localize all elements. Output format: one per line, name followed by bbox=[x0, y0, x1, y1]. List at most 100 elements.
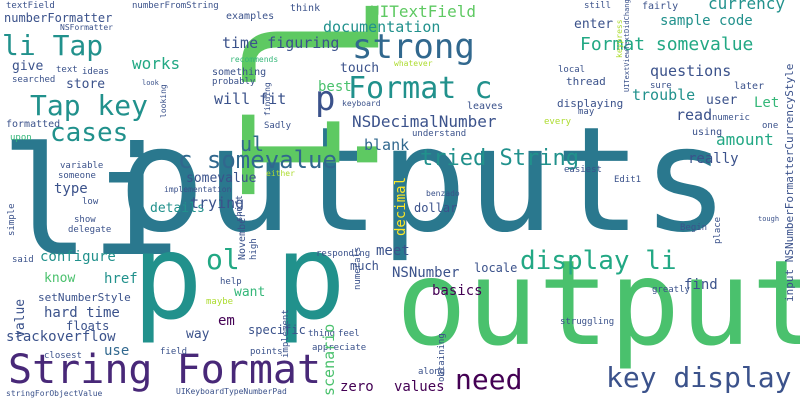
word-setnumberstyle: setNumberStyle bbox=[38, 291, 131, 304]
word-said: said bbox=[12, 255, 34, 265]
word-feel: feel bbox=[338, 329, 360, 339]
word-really: really bbox=[688, 151, 739, 167]
word-uikeyboardtypenumberpad: UIKeyboardTypeNumberPad bbox=[176, 387, 287, 396]
word-easiest: easiest bbox=[564, 165, 602, 175]
word-trouble: trouble bbox=[632, 86, 696, 104]
word-enter: enter bbox=[574, 17, 614, 32]
word-leaves: leaves bbox=[467, 101, 504, 112]
word-implement: implement bbox=[281, 309, 291, 358]
word-let: Let bbox=[754, 95, 780, 111]
word-time-figuring: time figuring bbox=[222, 34, 340, 52]
word-values: values bbox=[394, 379, 445, 395]
word-zero: zero bbox=[340, 379, 374, 395]
word-later: later bbox=[734, 81, 765, 92]
word-local: local bbox=[558, 65, 586, 75]
word-place: place bbox=[713, 216, 723, 244]
word-use: use bbox=[104, 343, 130, 359]
word-questions: questions bbox=[650, 62, 732, 80]
word-href: href bbox=[104, 271, 138, 287]
word-tried-string: tried String bbox=[420, 146, 579, 171]
word-variable: variable bbox=[60, 161, 104, 171]
word-struggling: struggling bbox=[560, 317, 615, 327]
word-specific: specific bbox=[248, 323, 306, 337]
word-works: works bbox=[132, 54, 181, 73]
word-somevalue: somevalue bbox=[186, 171, 257, 186]
word-locale: locale bbox=[474, 261, 518, 275]
word-uitextfield: UITextField bbox=[370, 2, 476, 21]
word-numerals: numerals bbox=[353, 246, 363, 290]
word-strong: strong bbox=[352, 27, 475, 67]
word-p-big-left: p bbox=[132, 208, 204, 346]
word-value: value bbox=[13, 298, 28, 338]
word-cases: cases bbox=[50, 118, 129, 148]
word-li-tap: li Tap bbox=[2, 29, 104, 62]
word-simple: simple bbox=[7, 203, 17, 236]
word-user: user bbox=[706, 93, 738, 108]
word-textfield: textField bbox=[6, 1, 55, 11]
word-help: help bbox=[220, 277, 242, 287]
word-show: show bbox=[74, 215, 96, 225]
word-format-somevalue: Format somevalue bbox=[580, 34, 754, 55]
word-whatever: whatever bbox=[394, 59, 433, 68]
word-closest: closest bbox=[44, 351, 82, 361]
word-currency: currency bbox=[708, 0, 786, 13]
word-begin: Begin bbox=[680, 223, 708, 233]
word-think: think bbox=[290, 3, 321, 14]
word-configure: configure bbox=[40, 249, 116, 265]
word-read: read bbox=[676, 106, 713, 124]
word-nsformatter: NSFormatter bbox=[60, 23, 113, 32]
word-know: know bbox=[44, 271, 76, 286]
word-someone: someone bbox=[58, 171, 96, 181]
word-points: points bbox=[250, 347, 283, 357]
word-stringforobjectvalue: stringForObjectValue bbox=[6, 389, 103, 398]
word-uitextviewtextdidchange: UITextViewTextDidChangeNotification bbox=[623, 0, 631, 92]
word-meet: meet bbox=[376, 243, 410, 259]
word-ideas: ideas bbox=[82, 67, 110, 77]
word-amount: amount bbox=[716, 130, 774, 149]
word-display-li: display li bbox=[520, 246, 677, 276]
word-text: text bbox=[56, 65, 78, 75]
word-outputs: outputs bbox=[118, 96, 730, 265]
word-em: em bbox=[218, 313, 235, 329]
word-nsdecimalnumber: NSDecimalNumber bbox=[352, 112, 497, 131]
word-upon: upon bbox=[10, 133, 32, 143]
word-p-big-mid: p bbox=[275, 208, 347, 346]
word-touch: touch bbox=[340, 61, 380, 76]
word-either: either bbox=[266, 169, 295, 178]
word-along: along bbox=[418, 367, 446, 377]
word-tap-key: Tap key bbox=[30, 89, 149, 122]
word-understand: understand bbox=[412, 129, 467, 139]
word-something: something bbox=[212, 67, 267, 78]
word-output-big: output bbox=[396, 234, 800, 372]
word-examples: examples bbox=[226, 11, 275, 22]
word-c-somevalue: c somevalue bbox=[178, 146, 337, 174]
word-find: find bbox=[684, 277, 718, 293]
word-delegate: delegate bbox=[68, 225, 112, 235]
word-need: need bbox=[455, 363, 523, 396]
word-finding: finding bbox=[263, 82, 272, 116]
word-string-format: String Format bbox=[8, 347, 322, 393]
word-best: best bbox=[318, 79, 352, 95]
word-still: still bbox=[584, 1, 612, 11]
word-store: store bbox=[66, 77, 106, 92]
word-nsnumber: NSNumber bbox=[392, 265, 460, 281]
word-ul: ul bbox=[240, 132, 265, 156]
word-look: look bbox=[142, 79, 159, 87]
word-one: one bbox=[762, 121, 779, 131]
word-tough: tough bbox=[758, 215, 780, 223]
word-blank: blank bbox=[364, 136, 410, 154]
word-fairly: fairly bbox=[642, 1, 679, 12]
word-sadly: Sadly bbox=[264, 121, 292, 131]
word-details: details bbox=[150, 201, 205, 216]
word-appreciate: appreciate bbox=[312, 343, 367, 353]
word-scenario: scenario bbox=[320, 323, 338, 396]
word-floats: floats bbox=[66, 319, 110, 333]
word-shift: shift bbox=[235, 194, 245, 222]
word-hard-time: hard time bbox=[44, 305, 120, 321]
word-input-nsnumberformatter: input NSNumberFormatterCurrencyStyle bbox=[783, 63, 796, 302]
word-key-display: key display bbox=[606, 361, 792, 394]
word-way: way bbox=[186, 327, 210, 342]
word-ol: ol bbox=[206, 243, 240, 276]
word-will-fit: will fit bbox=[214, 90, 287, 108]
